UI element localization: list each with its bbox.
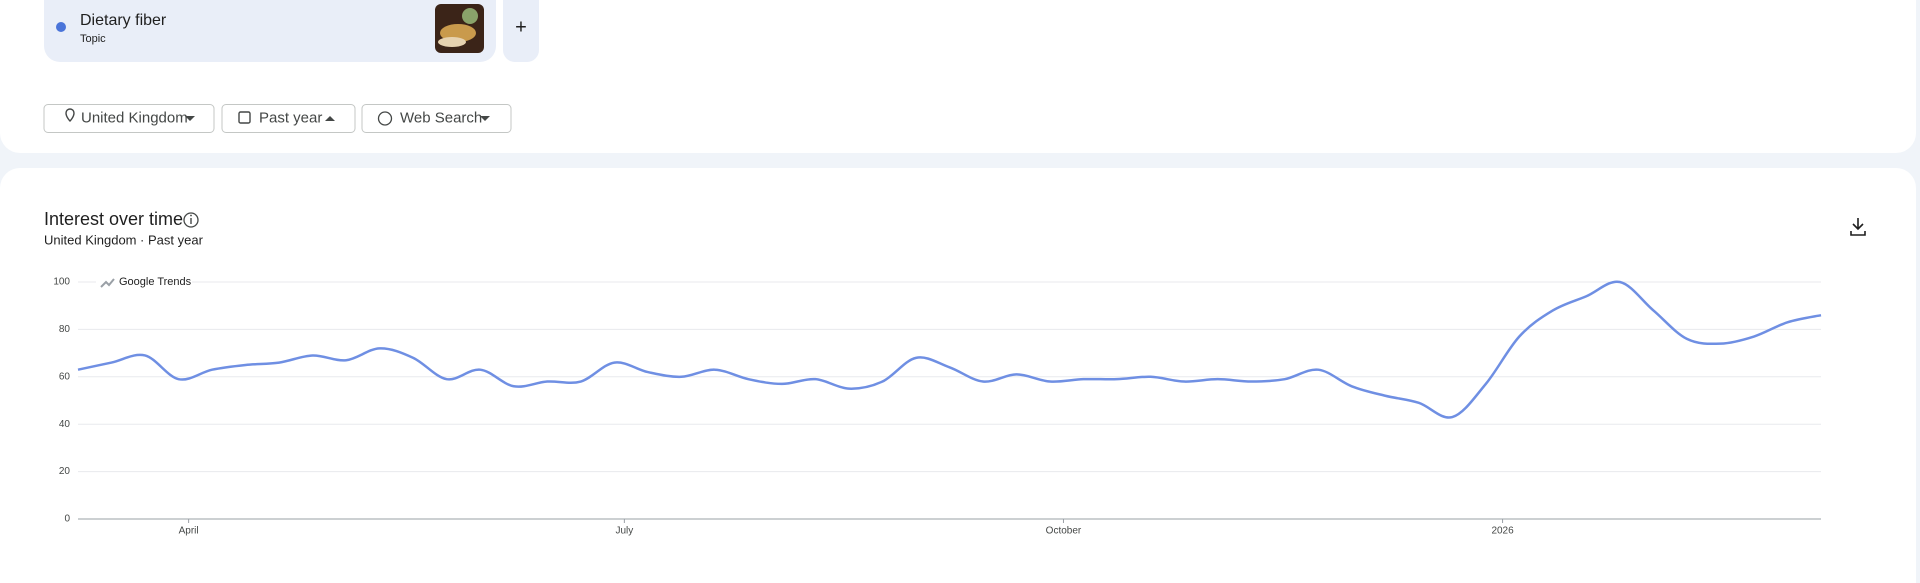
y-tick-label: 0 <box>64 514 70 525</box>
x-tick-label: 2026 <box>1491 526 1514 537</box>
pin-icon <box>65 108 75 122</box>
info-icon[interactable] <box>183 212 199 228</box>
y-tick-label: 100 <box>53 277 70 288</box>
trend-line <box>77 280 1822 419</box>
add-term-button[interactable] <box>503 0 539 62</box>
y-tick-label: 80 <box>59 324 71 335</box>
period-filter[interactable] <box>221 104 356 133</box>
dropdown-arrow <box>185 116 195 121</box>
x-tick-label: July <box>615 526 633 537</box>
y-tick-label: 40 <box>59 419 71 430</box>
subtitle-separator: · <box>140 232 144 247</box>
term-type: Topic <box>80 33 106 45</box>
dropdown-arrow <box>325 116 335 121</box>
term-name: Dietary fiber <box>80 12 167 29</box>
property-label: Web Search <box>400 109 482 126</box>
term-dot <box>56 22 66 32</box>
dropdown-arrow <box>480 116 490 121</box>
panel-title: Interest over time <box>44 209 183 229</box>
watermark-label: Google Trends <box>119 276 192 288</box>
period-label: Past year <box>259 109 322 126</box>
subtitle-period: Past year <box>148 232 204 247</box>
download-button[interactable] <box>1850 218 1866 236</box>
region-label: United Kingdom <box>81 109 188 126</box>
calendar-icon <box>238 111 251 124</box>
property-filter[interactable] <box>361 104 512 133</box>
add-term-label: + <box>515 16 527 38</box>
y-tick-label: 20 <box>59 466 71 477</box>
globe-icon <box>377 111 393 126</box>
subtitle-region: United Kingdom <box>44 232 137 247</box>
y-tick-label: 60 <box>59 371 71 382</box>
x-tick-label: October <box>1046 526 1082 537</box>
watermark: Google Trends <box>96 274 192 290</box>
term-chip[interactable] <box>44 0 496 62</box>
chart-card <box>0 168 1916 583</box>
x-tick-label: April <box>179 526 199 537</box>
term-thumbnail <box>435 4 484 53</box>
region-filter[interactable] <box>43 104 215 133</box>
